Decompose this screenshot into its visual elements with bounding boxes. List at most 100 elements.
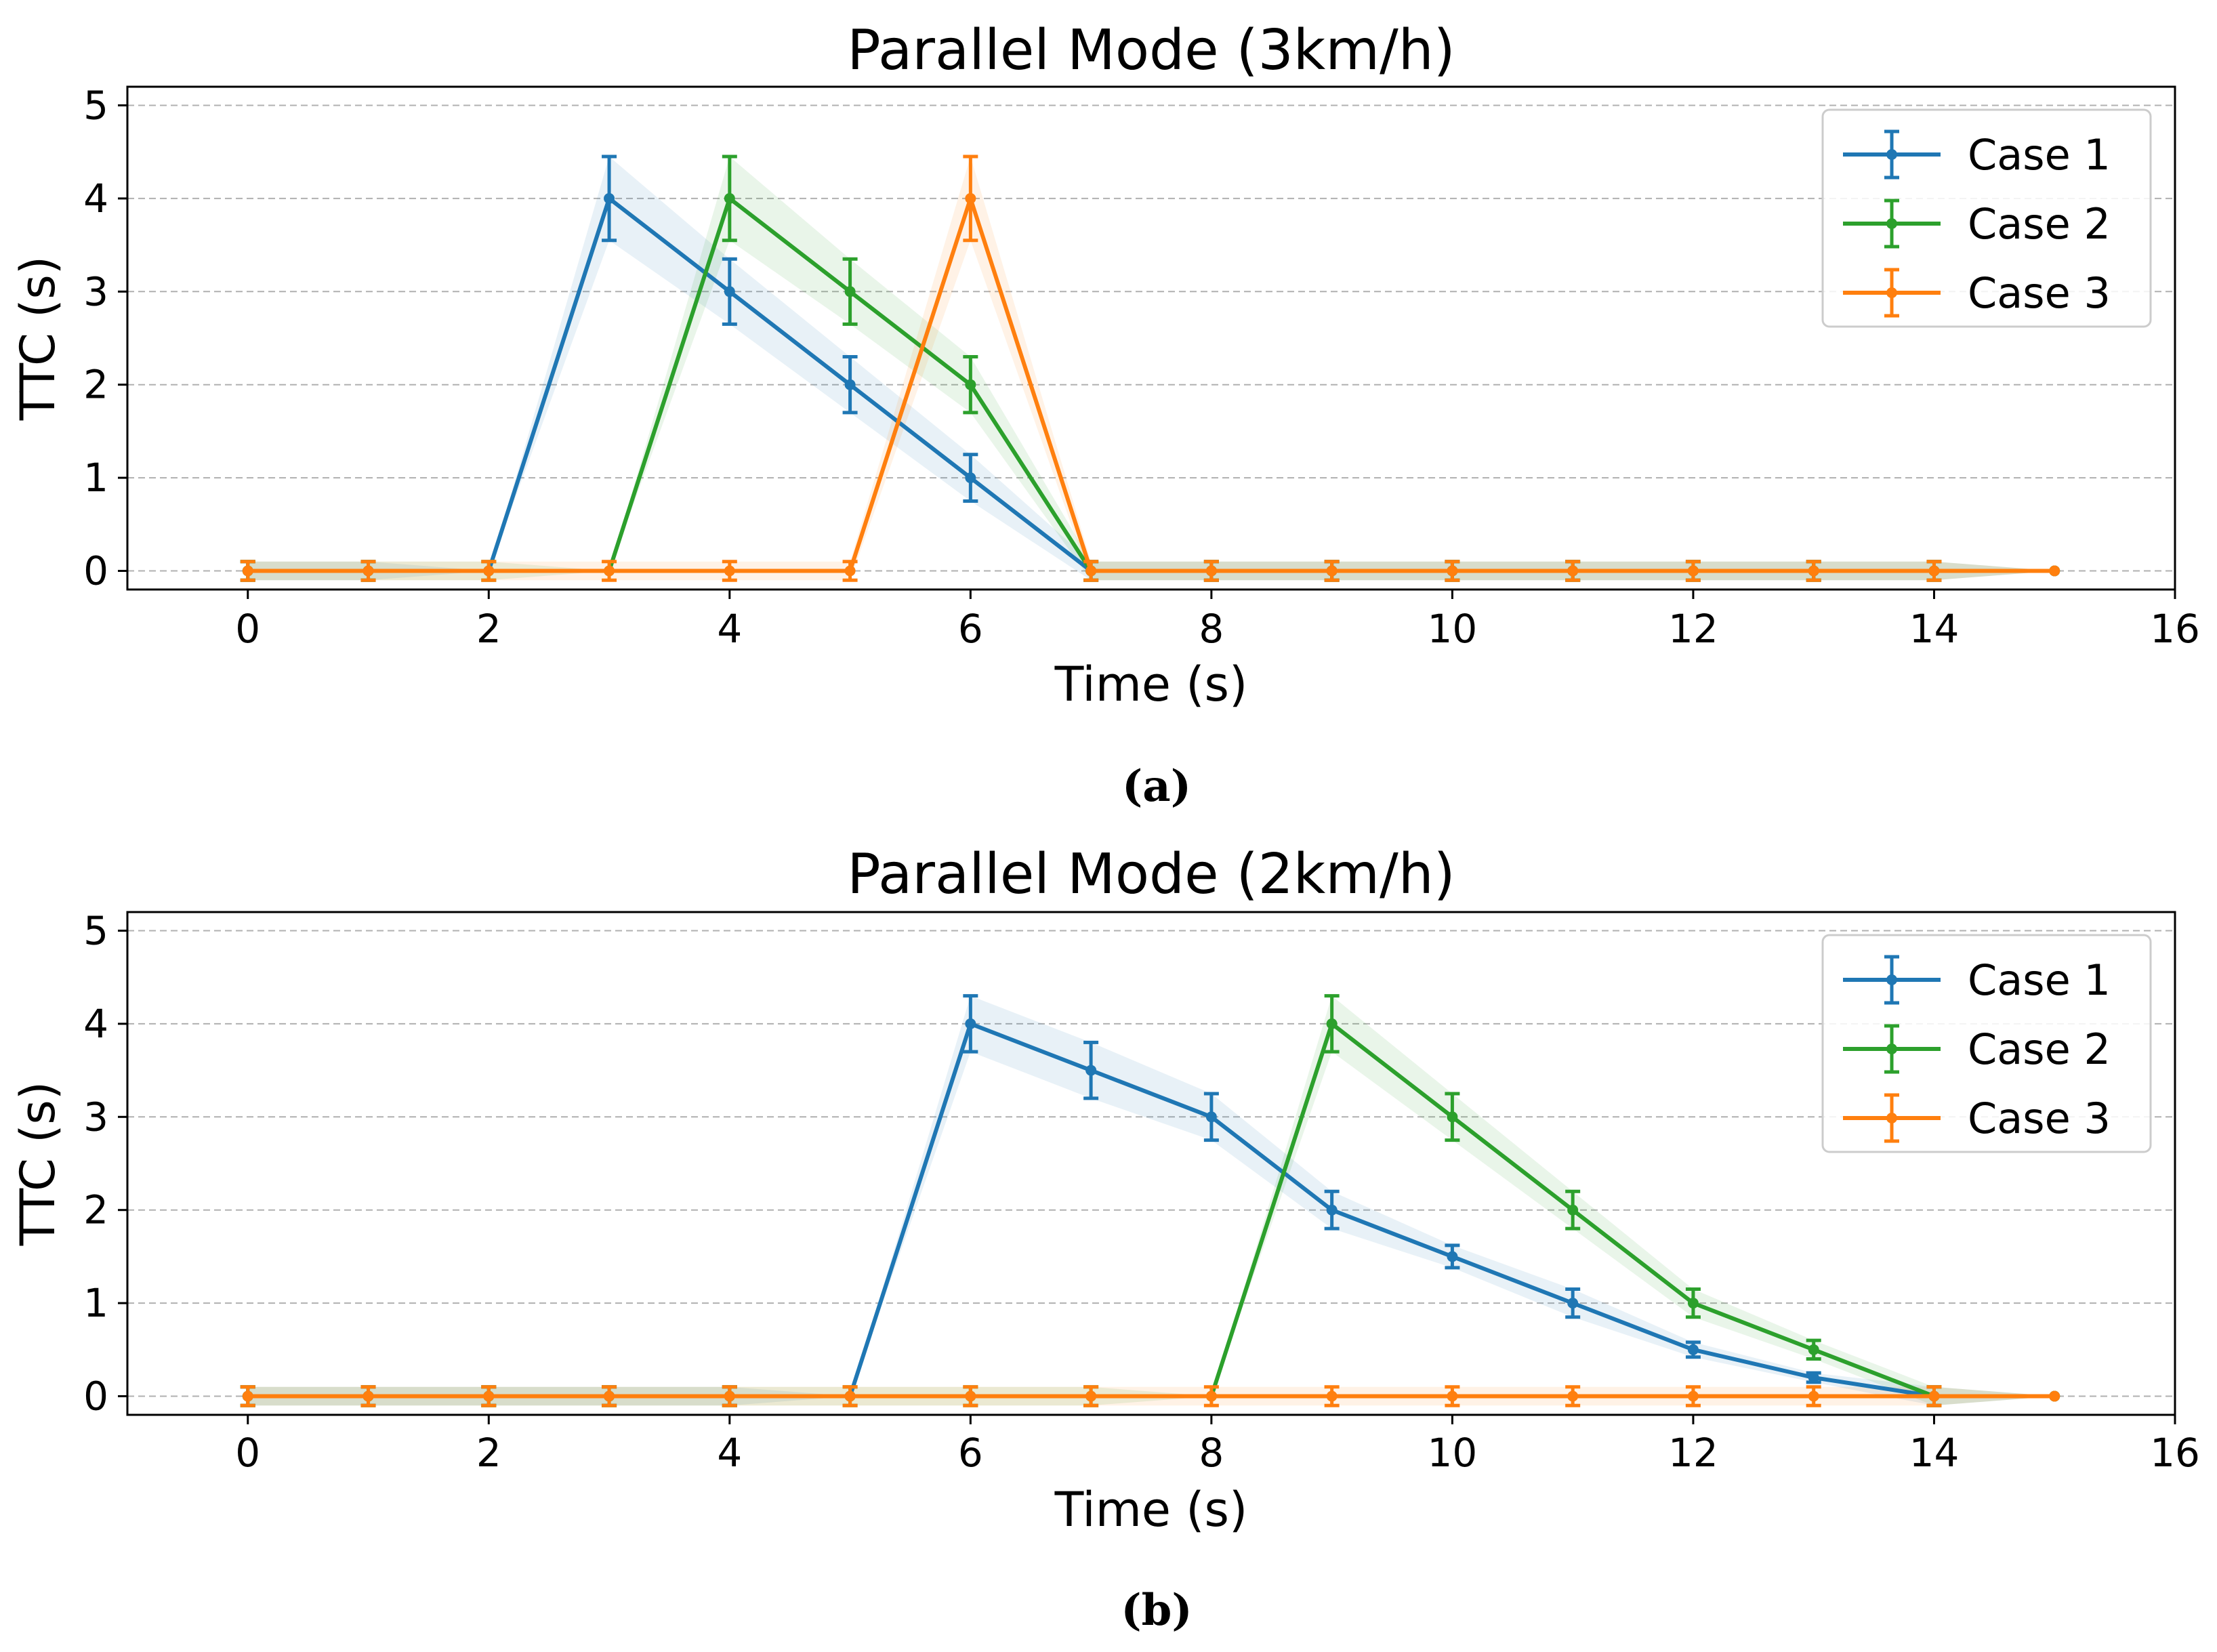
x-tick-label: 16 — [2150, 606, 2200, 652]
x-tick-label: 8 — [1199, 606, 1224, 652]
plot-area — [240, 994, 2060, 1407]
data-point-case-3 — [1326, 1390, 1338, 1402]
data-point-case-1 — [1085, 1065, 1097, 1076]
data-point-case-3 — [1687, 1390, 1699, 1402]
data-point-case-3 — [1567, 1390, 1579, 1402]
x-tick-label: 12 — [1668, 606, 1718, 652]
x-axis-label: Time (s) — [1054, 657, 1248, 712]
confidence-band-case-1 — [247, 157, 2055, 581]
data-point-case-3 — [2049, 565, 2060, 577]
data-point-case-2 — [1687, 1298, 1699, 1309]
confidence-band-case-2 — [247, 157, 2055, 581]
legend-marker-case-1 — [1886, 149, 1897, 160]
y-tick-label: 4 — [83, 175, 108, 222]
data-point-case-3 — [1085, 565, 1097, 577]
data-point-case-2 — [1808, 1344, 1819, 1355]
chart-title: Parallel Mode (3km/h) — [847, 18, 1455, 83]
y-axis-label: TTC (s) — [10, 256, 66, 421]
data-point-case-2 — [844, 286, 856, 297]
legend-marker-case-2 — [1886, 1044, 1897, 1054]
x-tick-label: 14 — [1909, 1430, 1960, 1476]
x-tick-label: 6 — [958, 606, 983, 652]
data-point-case-1 — [965, 1018, 976, 1029]
x-tick-label: 4 — [717, 606, 742, 652]
data-point-case-2 — [1447, 1111, 1458, 1123]
plot-area — [240, 154, 2060, 582]
data-point-case-3 — [1928, 565, 1940, 577]
y-tick-label: 4 — [83, 1001, 108, 1047]
y-tick-label: 0 — [83, 1374, 108, 1420]
legend-marker-case-3 — [1886, 287, 1897, 298]
legend-box — [1821, 934, 2152, 1153]
data-point-case-2 — [1326, 1018, 1338, 1029]
series-line-case-3 — [247, 196, 2055, 573]
data-point-case-3 — [362, 565, 374, 577]
legend-marker-case-1 — [1886, 974, 1897, 985]
data-point-case-1 — [844, 379, 856, 390]
data-point-case-3 — [724, 565, 735, 577]
x-tick-label: 4 — [717, 1430, 742, 1476]
panel-caption: (a) — [1122, 761, 1191, 812]
x-axis-label: Time (s) — [1054, 1482, 1248, 1537]
data-point-case-3 — [1928, 1390, 1940, 1402]
y-tick-label: 1 — [83, 455, 108, 501]
legend-marker-case-2 — [1886, 218, 1897, 229]
data-point-case-3 — [483, 1390, 495, 1402]
y-axis-label: TTC (s) — [10, 1081, 66, 1246]
legend-label-case-3: Case 3 — [1968, 1094, 2111, 1143]
data-point-case-3 — [242, 1390, 253, 1402]
y-tick-label: 3 — [83, 1094, 108, 1140]
axes-frame — [126, 911, 2176, 1416]
data-point-case-3 — [844, 565, 856, 577]
data-point-case-3 — [1326, 565, 1338, 577]
confidence-band-case-1 — [247, 995, 2055, 1406]
data-point-case-1 — [1205, 1111, 1217, 1123]
x-tick-label: 12 — [1668, 1430, 1718, 1476]
legend-label-case-1: Case 1 — [1968, 955, 2111, 1005]
x-tick-label: 6 — [958, 1430, 983, 1476]
data-point-case-2 — [724, 192, 735, 204]
data-point-case-3 — [1205, 565, 1217, 577]
y-tick-label: 2 — [83, 1187, 108, 1233]
legend-label-case-2: Case 2 — [1968, 1025, 2111, 1074]
legend-marker-case-3 — [1886, 1113, 1897, 1123]
data-point-case-3 — [1808, 565, 1819, 577]
y-tick-label: 2 — [83, 362, 108, 408]
data-point-case-3 — [604, 1390, 615, 1402]
data-point-case-3 — [1567, 565, 1579, 577]
y-tick-label: 5 — [83, 82, 108, 128]
data-point-case-3 — [965, 1390, 976, 1402]
confidence-band-case-3 — [247, 157, 2055, 581]
data-point-case-1 — [965, 472, 976, 484]
legend-box — [1821, 108, 2152, 328]
x-tick-label: 0 — [235, 1430, 260, 1476]
data-point-case-3 — [1085, 1390, 1097, 1402]
x-tick-label: 10 — [1428, 606, 1478, 652]
legend-label-case-3: Case 3 — [1968, 268, 2111, 318]
x-tick-label: 14 — [1909, 606, 1960, 652]
legend-label-case-2: Case 2 — [1968, 199, 2111, 249]
panel-caption: (b) — [1121, 1585, 1192, 1636]
confidence-band-case-2 — [247, 995, 2055, 1406]
data-point-case-3 — [483, 565, 495, 577]
data-point-case-1 — [1808, 1372, 1819, 1384]
legend-label-case-1: Case 1 — [1968, 130, 2111, 180]
x-tick-label: 16 — [2150, 1430, 2200, 1476]
x-tick-label: 2 — [476, 606, 501, 652]
data-point-case-3 — [844, 1390, 856, 1402]
data-point-case-3 — [1447, 565, 1458, 577]
data-point-case-3 — [724, 1390, 735, 1402]
legend: Case 1 Case 2 Case 3 — [1821, 108, 2152, 328]
data-point-case-3 — [2049, 1390, 2060, 1402]
y-tick-label: 0 — [83, 548, 108, 594]
data-point-case-3 — [1687, 565, 1699, 577]
x-tick-label: 0 — [235, 606, 260, 652]
y-tick-label: 5 — [83, 907, 108, 953]
legend: Case 1 Case 2 Case 3 — [1821, 934, 2152, 1153]
x-tick-label: 8 — [1199, 1430, 1224, 1476]
data-point-case-2 — [965, 379, 976, 390]
data-point-case-2 — [1567, 1204, 1579, 1216]
data-point-case-3 — [604, 565, 615, 577]
